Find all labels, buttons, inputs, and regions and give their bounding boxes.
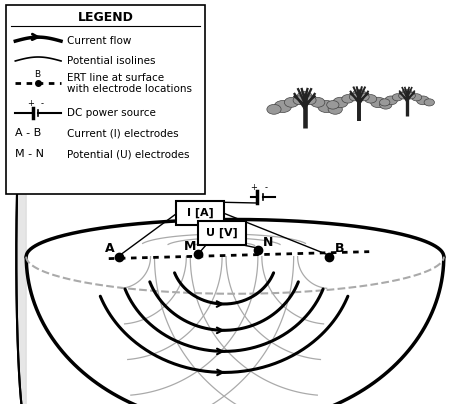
Ellipse shape bbox=[401, 89, 412, 97]
Ellipse shape bbox=[267, 104, 281, 114]
Text: -: - bbox=[265, 183, 268, 192]
Ellipse shape bbox=[359, 93, 369, 101]
Ellipse shape bbox=[399, 93, 407, 99]
Text: Potential (U) electrodes: Potential (U) electrodes bbox=[67, 149, 190, 159]
Text: Potential isolines: Potential isolines bbox=[67, 56, 155, 66]
Ellipse shape bbox=[417, 96, 429, 105]
FancyBboxPatch shape bbox=[198, 221, 246, 245]
Text: M: M bbox=[184, 240, 197, 253]
Text: U [V]: U [V] bbox=[206, 228, 238, 238]
Text: B: B bbox=[34, 70, 40, 79]
Ellipse shape bbox=[293, 96, 305, 104]
Ellipse shape bbox=[380, 99, 390, 106]
Text: B: B bbox=[335, 242, 344, 255]
Text: Current flow: Current flow bbox=[67, 36, 131, 46]
Text: I [A]: I [A] bbox=[187, 208, 214, 218]
Ellipse shape bbox=[380, 100, 392, 109]
Text: Current (I) electrodes: Current (I) electrodes bbox=[67, 128, 179, 139]
Text: LEGEND: LEGEND bbox=[78, 11, 134, 24]
Ellipse shape bbox=[333, 97, 348, 108]
Ellipse shape bbox=[392, 94, 402, 101]
Ellipse shape bbox=[274, 100, 292, 113]
Ellipse shape bbox=[411, 94, 422, 101]
Text: ERT line at surface: ERT line at surface bbox=[67, 73, 164, 83]
Ellipse shape bbox=[385, 96, 398, 105]
FancyBboxPatch shape bbox=[6, 5, 205, 194]
Text: M - N: M - N bbox=[15, 149, 44, 159]
Polygon shape bbox=[16, 88, 26, 405]
Ellipse shape bbox=[407, 93, 415, 99]
Ellipse shape bbox=[304, 96, 316, 104]
Text: A - B: A - B bbox=[15, 128, 42, 139]
Text: +: + bbox=[250, 183, 257, 192]
Ellipse shape bbox=[310, 98, 325, 107]
Ellipse shape bbox=[328, 104, 342, 114]
Text: DC power source: DC power source bbox=[67, 108, 156, 117]
Text: +: + bbox=[27, 99, 34, 108]
Ellipse shape bbox=[284, 98, 299, 107]
Ellipse shape bbox=[327, 100, 339, 109]
Ellipse shape bbox=[342, 95, 354, 103]
FancyBboxPatch shape bbox=[176, 201, 224, 225]
Text: with electrode locations: with electrode locations bbox=[67, 84, 192, 94]
Ellipse shape bbox=[353, 89, 366, 99]
Ellipse shape bbox=[349, 93, 360, 101]
Ellipse shape bbox=[318, 100, 335, 113]
Ellipse shape bbox=[365, 95, 377, 103]
Ellipse shape bbox=[297, 91, 312, 102]
Text: -: - bbox=[40, 99, 43, 108]
Text: A: A bbox=[105, 242, 114, 255]
Ellipse shape bbox=[371, 97, 386, 108]
Text: N: N bbox=[263, 236, 273, 249]
Ellipse shape bbox=[424, 99, 435, 106]
